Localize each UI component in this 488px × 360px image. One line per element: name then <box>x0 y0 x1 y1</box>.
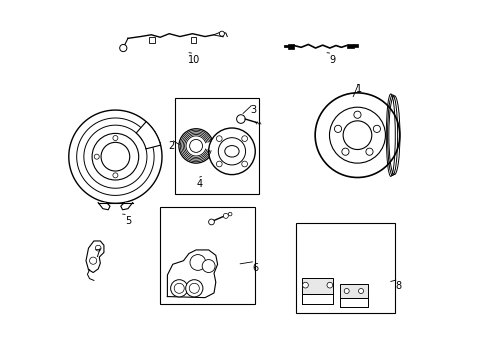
Circle shape <box>208 219 214 225</box>
Circle shape <box>174 283 184 293</box>
Text: 6: 6 <box>252 263 258 273</box>
Text: 8: 8 <box>395 281 401 291</box>
Circle shape <box>365 148 372 155</box>
Bar <box>174 98 258 194</box>
Bar <box>190 37 196 43</box>
Circle shape <box>179 129 213 163</box>
Circle shape <box>219 31 224 36</box>
Polygon shape <box>121 203 132 210</box>
Text: 9: 9 <box>328 55 335 65</box>
Circle shape <box>372 125 380 132</box>
Circle shape <box>189 139 202 152</box>
Text: 4: 4 <box>196 179 203 189</box>
Circle shape <box>302 282 308 288</box>
Ellipse shape <box>224 145 239 157</box>
Circle shape <box>334 125 341 132</box>
Circle shape <box>113 135 118 140</box>
Circle shape <box>89 257 97 264</box>
Polygon shape <box>339 298 367 307</box>
Circle shape <box>326 282 332 288</box>
Circle shape <box>358 288 363 293</box>
Polygon shape <box>301 278 333 294</box>
Circle shape <box>353 111 360 118</box>
Text: 5: 5 <box>124 216 131 226</box>
Circle shape <box>170 280 187 297</box>
Circle shape <box>101 142 129 171</box>
Circle shape <box>344 288 348 293</box>
Circle shape <box>329 107 385 163</box>
Circle shape <box>120 44 126 51</box>
Text: 3: 3 <box>250 105 256 115</box>
Circle shape <box>314 93 399 177</box>
Bar <box>160 207 255 304</box>
Polygon shape <box>86 241 104 273</box>
Polygon shape <box>98 203 110 210</box>
Circle shape <box>185 280 203 297</box>
Circle shape <box>218 138 245 165</box>
Text: 7: 7 <box>94 248 101 258</box>
Circle shape <box>341 148 348 155</box>
Circle shape <box>223 213 228 219</box>
Polygon shape <box>136 122 160 149</box>
Circle shape <box>94 154 99 159</box>
Text: 1: 1 <box>355 84 362 94</box>
Circle shape <box>95 245 101 251</box>
Circle shape <box>113 173 118 178</box>
Circle shape <box>228 212 231 216</box>
Bar <box>287 44 293 49</box>
Circle shape <box>92 134 139 180</box>
Polygon shape <box>167 250 217 298</box>
Circle shape <box>216 136 222 141</box>
Text: 2: 2 <box>167 141 174 151</box>
Circle shape <box>236 115 244 123</box>
Bar <box>346 44 353 48</box>
Circle shape <box>189 283 199 293</box>
Circle shape <box>202 260 215 273</box>
Polygon shape <box>214 32 227 37</box>
Circle shape <box>216 161 222 167</box>
Circle shape <box>343 121 371 149</box>
Bar <box>149 37 155 43</box>
Polygon shape <box>339 284 367 298</box>
Text: 10: 10 <box>188 55 200 65</box>
Circle shape <box>241 136 247 141</box>
Bar <box>353 44 357 47</box>
Circle shape <box>208 128 255 175</box>
Circle shape <box>190 255 205 270</box>
Polygon shape <box>301 294 333 304</box>
Bar <box>296 223 394 313</box>
Circle shape <box>241 161 247 167</box>
